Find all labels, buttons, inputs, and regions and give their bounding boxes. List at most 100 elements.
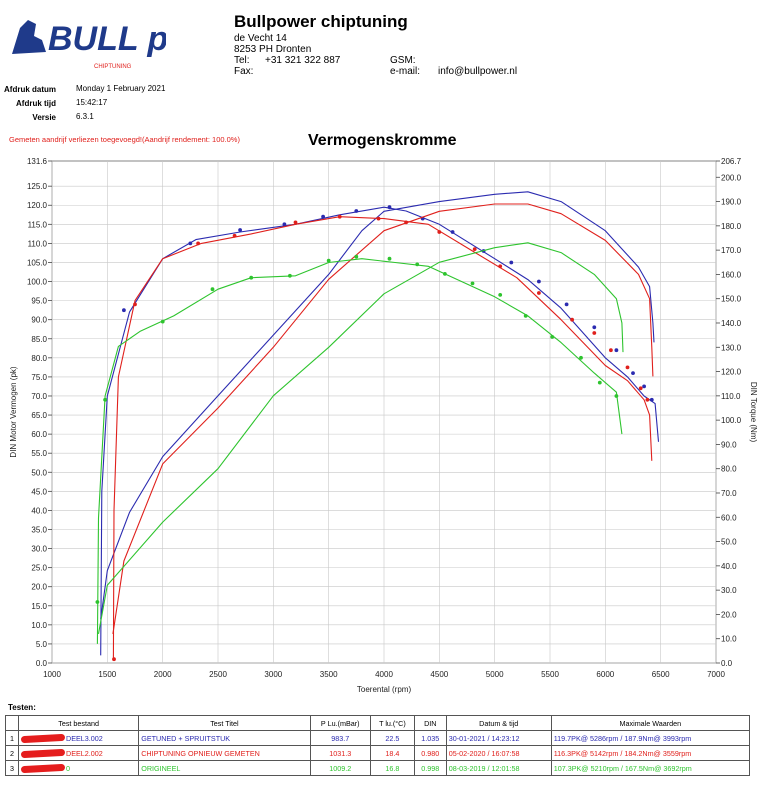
torque-curve-2: [112, 203, 654, 634]
temperature-cell: 18.4: [369, 745, 415, 761]
right-y-tick-label: 190.0: [721, 198, 742, 207]
power-marker-3: [443, 272, 447, 276]
x-tick-label: 3500: [320, 670, 338, 679]
right-y-tick-label: 200.0: [721, 173, 742, 182]
print-time-value: 15:42:17: [76, 98, 108, 107]
left-y-tick-label: 10.0: [31, 621, 47, 630]
x-tick-label: 3000: [264, 670, 282, 679]
bull-silhouette-icon: [12, 20, 46, 54]
power-marker-1: [592, 325, 597, 330]
table-row[interactable]: 1 DEEL3.002 GETUNED + SPRUITSTUK 983.7 22.5 1…: [5, 730, 751, 746]
left-y-tick-label: 100.0: [27, 278, 48, 287]
table-row[interactable]: 2 DEEL2.002 CHIPTUNING OPNIEUW GEMETEN 1031…: [5, 745, 751, 761]
right-y-tick-label: 20.0: [721, 610, 737, 619]
power-marker-3: [210, 287, 215, 292]
power-marker-3: [597, 380, 602, 385]
power-marker-2: [112, 657, 116, 662]
din-cell: 0.980: [413, 745, 447, 761]
power-marker-1: [387, 205, 392, 210]
row-number: 1: [5, 730, 19, 746]
power-marker-2: [498, 264, 503, 269]
right-y-tick-label: 100.0: [721, 416, 742, 425]
test-title-cell: CHIPTUNING OPNIEUW GEMETEN: [138, 745, 311, 761]
temperature-cell: 16.8: [369, 760, 415, 776]
datetime-cell: 30-01-2021 / 14:23:12: [445, 730, 552, 746]
email-value[interactable]: info@bullpower.nl: [438, 66, 518, 77]
table-row[interactable]: 3 0 ORIGINEEL 1009.2 16.8 0.998 08-03-2019 / 1…: [5, 760, 751, 776]
power-marker-1: [614, 348, 619, 353]
left-y-tick-label: 15.0: [31, 602, 47, 611]
left-y-tick-label: 115.0: [28, 220, 48, 229]
power-marker-1: [238, 228, 243, 232]
power-marker-2: [232, 233, 237, 238]
left-y-axis-label: DIN Motor Vermogen (pk): [9, 366, 18, 457]
right-y-tick-label: 206.7: [721, 157, 742, 166]
right-y-tick-label: 60.0: [721, 513, 737, 522]
redaction-scribble: [20, 763, 66, 774]
x-tick-label: 4000: [375, 670, 393, 679]
power-marker-3: [614, 394, 619, 398]
power-marker-3: [387, 256, 392, 261]
right-y-tick-label: 50.0: [721, 538, 737, 547]
power-marker-3: [579, 355, 583, 360]
power-marker-3: [550, 335, 555, 339]
left-y-tick-label: 50.0: [31, 468, 47, 477]
x-tick-label: 2500: [209, 670, 227, 679]
power-marker-2: [376, 216, 381, 221]
col-test-title: Test Titel: [138, 715, 311, 731]
torque-curve-3: [97, 242, 624, 634]
power-marker-2: [592, 331, 597, 335]
x-tick-label: 1500: [98, 670, 116, 679]
x-tick-label: 4500: [430, 670, 448, 679]
left-y-tick-label: 70.0: [31, 392, 47, 401]
power-marker-3: [415, 262, 420, 267]
power-marker-1: [282, 222, 287, 227]
right-y-tick-label: 180.0: [721, 222, 742, 231]
power-marker-3: [103, 397, 107, 402]
right-y-tick-label: 120.0: [721, 368, 742, 377]
col-datetime: Datum & tijd: [445, 715, 552, 731]
right-y-tick-label: 40.0: [721, 562, 737, 571]
pressure-cell: 983.7: [309, 730, 371, 746]
power-marker-2: [133, 302, 137, 307]
power-marker-2: [625, 365, 630, 370]
logo-subtext: CHIPTUNING: [94, 64, 132, 70]
left-y-tick-label: 131.6: [27, 157, 48, 166]
col-max-values: Maximale Waarden: [550, 715, 751, 731]
right-y-tick-label: 160.0: [721, 270, 742, 279]
right-y-tick-label: 70.0: [721, 489, 737, 498]
left-y-tick-label: 40.0: [31, 506, 47, 515]
test-file-cell: 0: [17, 760, 140, 776]
power-marker-2: [437, 230, 442, 234]
power-marker-3: [249, 275, 254, 280]
left-y-tick-label: 30.0: [31, 545, 47, 554]
din-cell: 0.998: [413, 760, 447, 776]
tel-value: +31 321 322 887: [265, 55, 341, 66]
right-y-tick-label: 30.0: [721, 586, 737, 595]
col-din: DIN: [413, 715, 447, 731]
power-marker-1: [649, 397, 654, 402]
left-y-tick-label: 90.0: [31, 316, 47, 325]
power-marker-3: [470, 281, 475, 286]
left-y-tick-label: 95.0: [31, 297, 47, 306]
print-date-label: Afdruk datum: [4, 85, 56, 94]
left-y-tick-label: 20.0: [31, 583, 47, 592]
left-y-tick-label: 120.0: [27, 201, 48, 210]
left-y-tick-label: 55.0: [31, 449, 47, 458]
left-y-tick-label: 0.0: [36, 659, 48, 668]
power-marker-3: [523, 314, 528, 318]
right-y-tick-label: 130.0: [721, 343, 742, 352]
tests-heading: Testen:: [8, 703, 36, 712]
power-marker-1: [564, 302, 569, 307]
power-curve-3: [96, 258, 623, 644]
row-number: 3: [5, 760, 19, 776]
left-y-tick-label: 105.0: [27, 258, 48, 267]
left-y-tick-label: 85.0: [31, 335, 47, 344]
right-y-axis-label: DIN Torque (Nm): [749, 382, 758, 443]
x-tick-label: 5000: [486, 670, 504, 679]
x-axis-label: Toerental (rpm): [357, 685, 412, 694]
power-marker-1: [509, 260, 514, 265]
version-label: Versie: [32, 113, 56, 122]
left-y-tick-label: 45.0: [31, 487, 47, 496]
max-values-cell: 107.3PK@ 5210rpm / 167.5Nm@ 3692rpm: [550, 760, 751, 776]
